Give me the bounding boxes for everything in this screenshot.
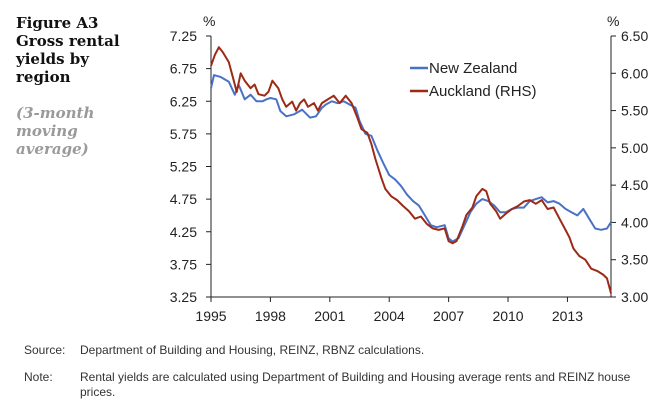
left-tick-label: 3.75 xyxy=(170,256,197,272)
note-text: Rental yields are calculated using Depar… xyxy=(80,370,631,399)
left-axis-unit: % xyxy=(203,13,215,29)
left-tick-label: 5.75 xyxy=(170,126,197,142)
source-label: Source: xyxy=(24,343,66,357)
series-line-new-zealand xyxy=(210,74,612,243)
right-axis-unit: % xyxy=(607,13,619,29)
note: Note: Rental yields are calculated using… xyxy=(24,370,644,402)
right-tick-label: 6.50 xyxy=(621,28,648,44)
right-tick-label: 3.50 xyxy=(621,252,648,268)
right-tick-label: 4.00 xyxy=(621,214,648,230)
left-tick-label: 7.25 xyxy=(170,28,197,44)
left-tick-label: 4.75 xyxy=(170,191,197,207)
right-tick-label: 5.50 xyxy=(621,103,648,119)
right-tick-label: 4.50 xyxy=(621,177,648,193)
x-tick-label: 2013 xyxy=(552,308,583,324)
right-tick-label: 6.00 xyxy=(621,65,648,81)
right-tick-label: 5.00 xyxy=(621,140,648,156)
source-note: Source: Department of Building and Housi… xyxy=(24,343,644,359)
series-layer xyxy=(210,46,612,294)
x-tick-label: 2004 xyxy=(374,308,405,324)
series-line-auckland xyxy=(210,46,612,294)
left-tick-label: 6.75 xyxy=(170,61,197,77)
x-tick-label: 2010 xyxy=(492,308,523,324)
note-label: Note: xyxy=(24,370,53,384)
left-axis: % 7.25 6.75 6.25 5.75 5.25 4.75 4.25 3.75 3.25 xyxy=(170,13,216,305)
left-tick-label: 5.25 xyxy=(170,159,197,175)
left-tick-label: 3.25 xyxy=(170,289,197,305)
figure-title: Figure A3 Gross rental yields by region xyxy=(16,14,120,86)
figure-subtitle: (3-month moving average) xyxy=(16,104,95,158)
right-tick-group: 6.50 6.00 5.50 5.00 4.50 4.00 3.50 3.00 xyxy=(611,28,648,305)
left-tick-label: 4.25 xyxy=(170,224,197,240)
legend: New Zealand Auckland (RHS) xyxy=(410,60,537,100)
left-tick-group: 7.25 6.75 6.25 5.75 5.25 4.75 4.25 3.75 3.25 xyxy=(170,28,211,305)
legend-label-new-zealand: New Zealand xyxy=(429,60,517,77)
right-axis: % 6.50 6.00 5.50 5.00 4.50 4.00 3.50 3.00 xyxy=(607,13,648,305)
x-tick-label: 2007 xyxy=(433,308,464,324)
x-tick-label: 1998 xyxy=(255,308,286,324)
x-tick-label: 2001 xyxy=(314,308,345,324)
x-tick-label: 1995 xyxy=(195,308,226,324)
x-axis: 1995 1998 2001 2004 2007 2010 2013 xyxy=(195,296,611,324)
left-tick-label: 6.25 xyxy=(170,93,197,109)
right-tick-label: 3.00 xyxy=(621,289,648,305)
legend-label-auckland: Auckland (RHS) xyxy=(429,83,537,100)
source-text: Department of Building and Housing, REIN… xyxy=(80,343,425,357)
x-tick-group: 1995 1998 2001 2004 2007 2010 2013 xyxy=(195,297,583,324)
